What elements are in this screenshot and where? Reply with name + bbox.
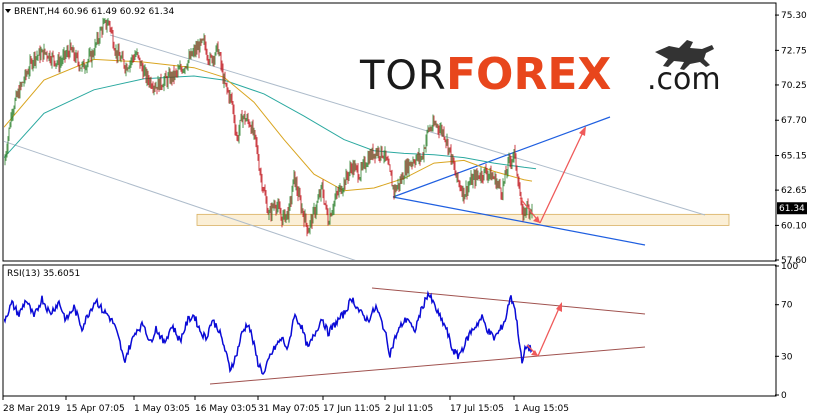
price-header: BRENT,H4 60.96 61.49 60.92 61.34 (14, 7, 174, 17)
price-ytick-label: 70.25 (781, 81, 807, 91)
rsi-ytick-label: 0 (781, 391, 787, 401)
logo-forex: FOREX (446, 49, 611, 100)
axis-labels: 75.30 72.75 70.25 67.70 65.15 62.65 60.10 57.60… (2, 11, 807, 414)
last-price-tag (777, 202, 807, 215)
rsi-ytick-label: 100 (781, 262, 798, 272)
rsi-ytick-label: 30 (781, 352, 793, 362)
triangle-lower-line (392, 196, 646, 246)
logo-tor: TOR (359, 53, 447, 99)
bull-icon (655, 40, 714, 70)
price-ytick-label: 60.10 (781, 221, 807, 231)
x-tick-label: 15 Apr 07:05 (66, 404, 125, 414)
rsi-ytick-label: 70 (781, 301, 793, 311)
last-price-label: 61.34 (779, 204, 805, 214)
x-tick-label: 16 May 03:05 (195, 404, 257, 414)
price-ytick-label: 72.75 (781, 46, 807, 56)
channel-lower-line (4, 140, 356, 260)
ma-slow-line (4, 75, 537, 170)
arrow-up-line (539, 129, 585, 224)
x-tick-label: 17 Jun 11:05 (323, 404, 380, 414)
support-zone (196, 213, 730, 226)
triangle-upper-line (392, 116, 611, 198)
rsi-header: RSI(13) 35.6051 (7, 269, 80, 279)
rsi-plot-area (4, 287, 646, 385)
rsi-upper-trendline (371, 287, 646, 315)
price-ytick-label: 62.65 (781, 186, 807, 196)
rsi-line (4, 290, 533, 376)
x-tick-label: 1 Aug 15:05 (514, 404, 569, 414)
arrow-down-head (533, 216, 540, 223)
x-tick-label: 1 May 03:05 (134, 404, 190, 414)
price-ytick-label: 67.70 (781, 116, 807, 126)
price-ytick-label: 65.15 (781, 152, 807, 162)
rsi-lower-trendline (209, 346, 646, 385)
x-tick-label: 17 Jul 15:05 (450, 404, 504, 414)
arrow-up-head (579, 126, 586, 136)
collapse-triangle-icon[interactable] (5, 9, 11, 13)
x-tick-label: 31 May 07:05 (258, 404, 320, 414)
x-tick-label: 28 Mar 2019 (3, 404, 60, 414)
rsi-arrow-down-head (531, 350, 538, 356)
price-ytick-label: 57.60 (781, 256, 807, 266)
price-plot-area (4, 17, 730, 260)
ma-fast-line (4, 58, 533, 192)
torforex-logo: TOR FOREX .com (359, 40, 721, 100)
price-ytick-label: 75.30 (781, 11, 807, 21)
rsi-arrow-up-line (537, 305, 561, 357)
rsi-panel (2, 264, 777, 397)
x-tick-label: 2 Jul 11:05 (385, 404, 433, 414)
rsi-arrow-up-head (556, 302, 562, 312)
